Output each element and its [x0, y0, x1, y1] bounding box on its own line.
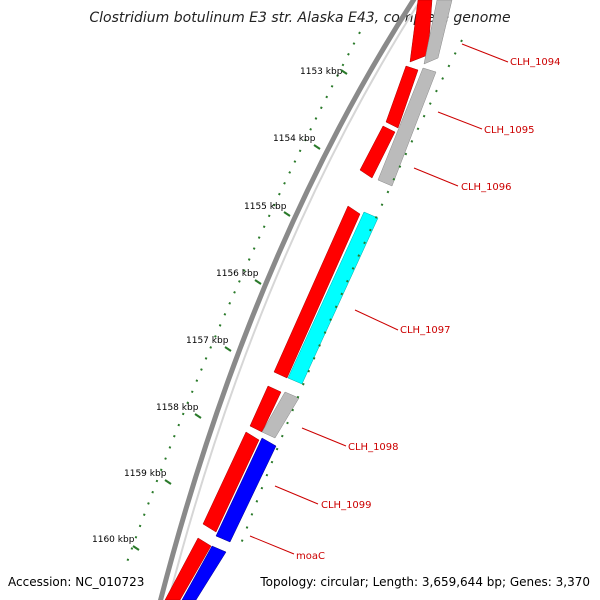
leader-line	[354, 309, 399, 331]
gene-label-clh1097[interactable]: CLH_1097	[400, 325, 451, 336]
gene-label-clh1098[interactable]: CLH_1098	[348, 442, 399, 453]
kbp-tick-mark	[340, 69, 348, 75]
gene-clh1098-reverse[interactable]	[261, 391, 300, 439]
gene-clh1096-forward[interactable]	[359, 125, 396, 179]
genome-summary-label: Topology: circular; Length: 3,659,644 bp…	[259, 575, 590, 589]
leader-line	[461, 43, 509, 63]
gene-clh1099-forward[interactable]	[202, 431, 260, 533]
forward-strand-genes	[164, 0, 433, 600]
gene-clh1097-forward[interactable]	[273, 205, 361, 379]
kbp-tick-mark	[313, 144, 321, 150]
kbp-tick-labels: 1153 kbp 1154 kbp 1155 kbp 1156 kbp 1157…	[92, 67, 348, 551]
kbp-tick-label: 1156 kbp	[216, 269, 259, 279]
gene-label-clh1095[interactable]: CLH_1095	[484, 125, 535, 136]
gene-labels: CLH_1094 CLH_1095 CLH_1096 CLH_1097 CLH_…	[249, 43, 561, 562]
gene-clh1097-reverse[interactable]	[287, 211, 379, 385]
kbp-tick-label: 1160 kbp	[92, 535, 135, 545]
scale-track-outer	[125, 31, 361, 566]
gene-clh1099-reverse[interactable]	[215, 437, 277, 543]
leader-line	[437, 111, 483, 130]
gene-clh1095-forward[interactable]	[385, 65, 419, 129]
gene-moac-reverse[interactable]	[181, 545, 227, 600]
kbp-tick-mark	[164, 479, 172, 485]
leader-line	[249, 535, 295, 555]
kbp-tick-label: 1158 kbp	[156, 403, 199, 413]
accession-label: Accession: NC_010723	[8, 575, 144, 589]
kbp-tick-mark	[132, 545, 140, 551]
leader-line	[301, 427, 347, 447]
gene-moac-forward[interactable]	[164, 537, 212, 600]
gene-label-clh1094[interactable]: CLH_1094	[510, 57, 561, 68]
kbp-tick-mark	[283, 211, 291, 217]
gene-label-clh1099[interactable]: CLH_1099	[321, 500, 372, 511]
gene-label-moac[interactable]: moaC	[296, 551, 325, 562]
leader-line	[274, 485, 319, 505]
kbp-tick-mark	[254, 279, 262, 285]
kbp-tick-label: 1155 kbp	[244, 202, 287, 212]
reverse-strand-genes	[181, 0, 453, 600]
kbp-tick-label: 1159 kbp	[124, 469, 167, 479]
kbp-tick-mark	[194, 413, 202, 419]
genome-backbone	[158, 0, 422, 600]
kbp-tick-label: 1154 kbp	[273, 134, 316, 144]
scale-track-inner	[237, 39, 463, 553]
kbp-tick-mark	[224, 346, 232, 352]
gene-clh1095-reverse[interactable]	[377, 67, 437, 187]
kbp-tick-label: 1157 kbp	[186, 336, 229, 346]
gene-label-clh1096[interactable]: CLH_1096	[461, 182, 512, 193]
kbp-tick-label: 1153 kbp	[300, 67, 343, 77]
gene-clh1094-reverse[interactable]	[423, 0, 453, 65]
leader-line	[413, 167, 459, 187]
